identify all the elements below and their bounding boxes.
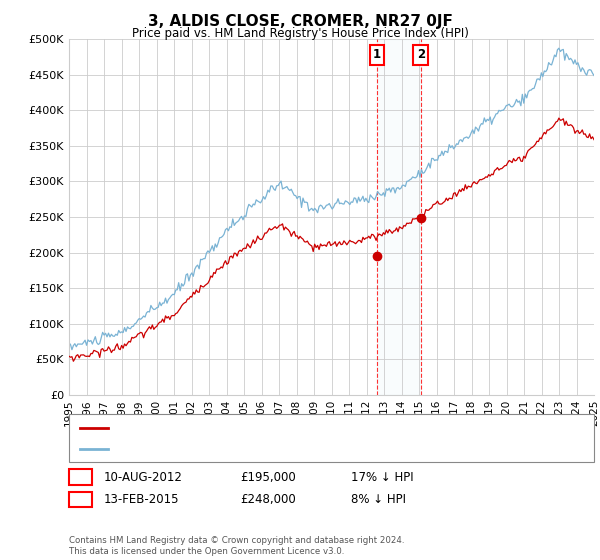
Text: Price paid vs. HM Land Registry's House Price Index (HPI): Price paid vs. HM Land Registry's House … — [131, 27, 469, 40]
Text: Contains HM Land Registry data © Crown copyright and database right 2024.
This d: Contains HM Land Registry data © Crown c… — [69, 536, 404, 556]
Text: HPI: Average price, detached house, North Norfolk: HPI: Average price, detached house, Nort… — [112, 444, 388, 454]
Text: 3, ALDIS CLOSE, CROMER, NR27 0JF: 3, ALDIS CLOSE, CROMER, NR27 0JF — [148, 14, 452, 29]
Text: £248,000: £248,000 — [240, 493, 296, 506]
Text: 3, ALDIS CLOSE, CROMER, NR27 0JF (detached house): 3, ALDIS CLOSE, CROMER, NR27 0JF (detach… — [112, 423, 409, 433]
Text: 2: 2 — [416, 48, 425, 62]
Text: 13-FEB-2015: 13-FEB-2015 — [104, 493, 179, 506]
Bar — [377, 39, 421, 395]
Text: 1: 1 — [76, 470, 85, 484]
Text: 2: 2 — [76, 493, 85, 506]
Text: £195,000: £195,000 — [240, 470, 296, 484]
Text: 1: 1 — [373, 48, 381, 62]
Text: 10-AUG-2012: 10-AUG-2012 — [104, 470, 182, 484]
Text: 8% ↓ HPI: 8% ↓ HPI — [351, 493, 406, 506]
Text: 17% ↓ HPI: 17% ↓ HPI — [351, 470, 413, 484]
